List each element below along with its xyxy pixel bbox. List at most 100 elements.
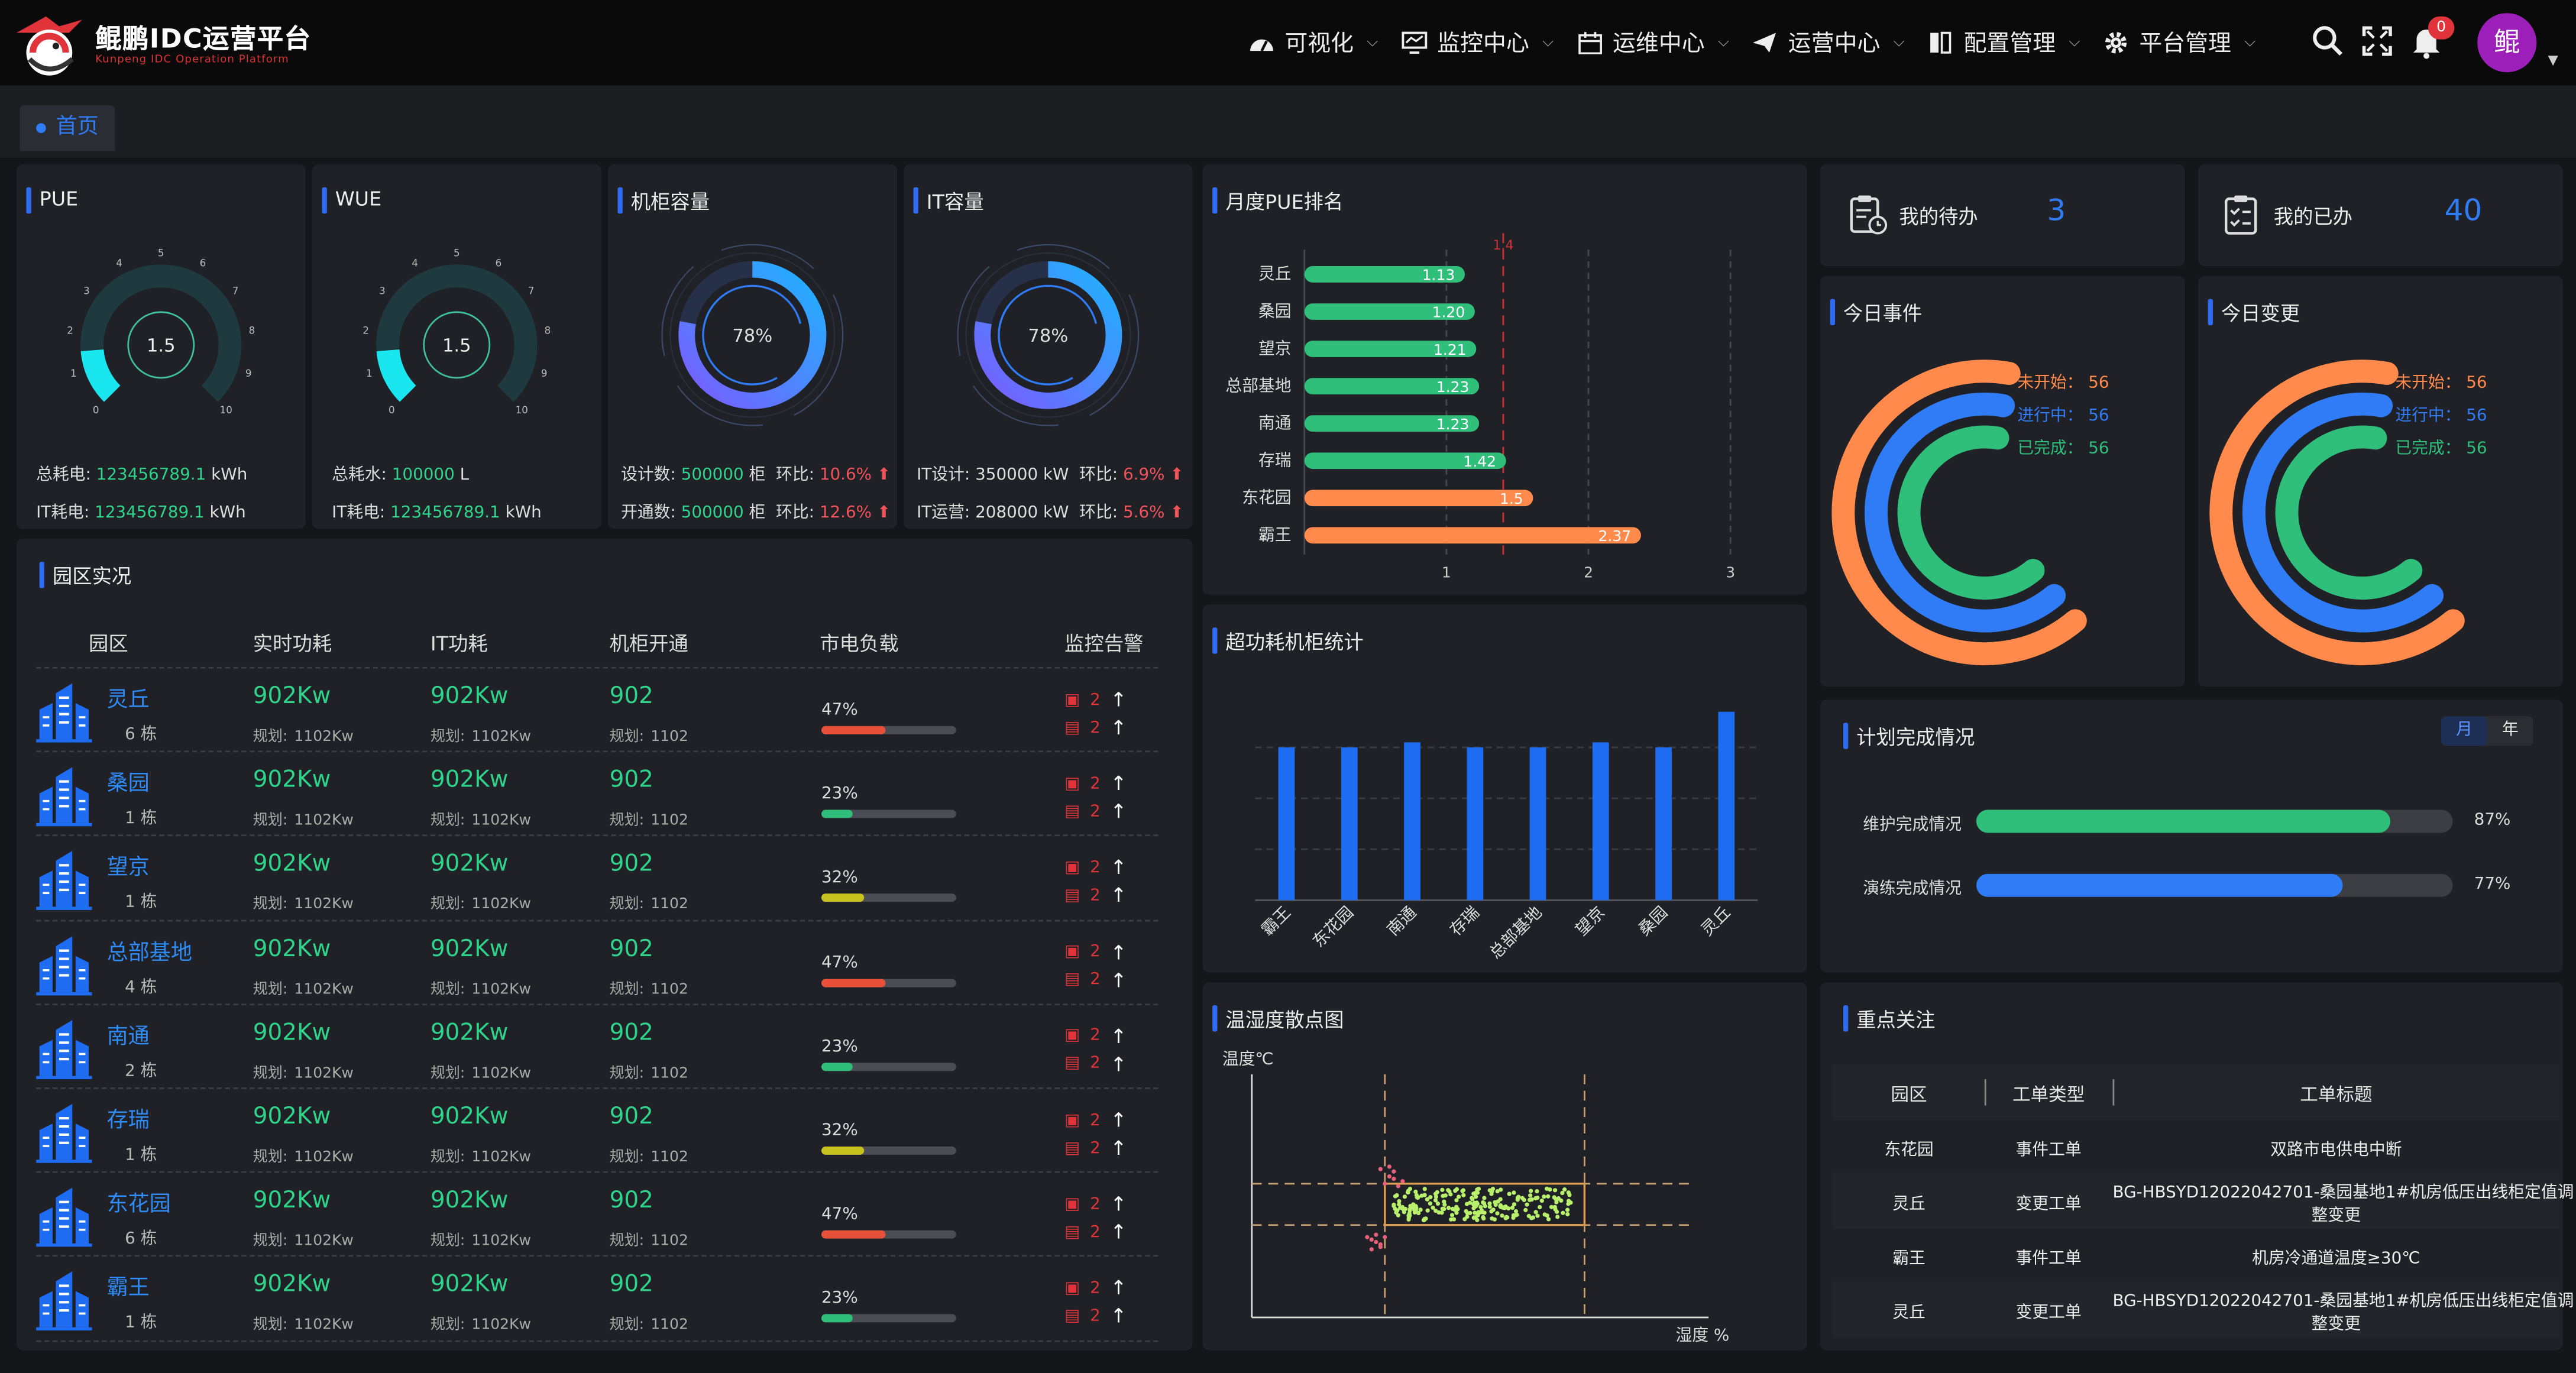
- alarm-row: ▤ 2 ↑: [1064, 1221, 1127, 1244]
- scatter-point: [1397, 1199, 1402, 1204]
- cab-ring-fill: [678, 261, 827, 409]
- nav-visualization[interactable]: 可视化 ⌵: [1248, 26, 1378, 59]
- up-arrow-icon: ↑: [1110, 716, 1127, 740]
- alarm-count: 2: [1090, 1027, 1101, 1045]
- scatter-point: [1567, 1193, 1572, 1197]
- wue-title: WUE: [322, 187, 382, 214]
- scatter-point: [1554, 1200, 1559, 1204]
- scatter-point: [1415, 1195, 1420, 1200]
- up-arrow-icon: ↑: [1110, 772, 1127, 796]
- focus-title-line1: 双路市电供电中断: [2270, 1141, 2402, 1160]
- changes-legend-item: 进行中： 56: [2395, 405, 2487, 425]
- scatter-point: [1529, 1189, 1533, 1193]
- plan-label: 规划:: [430, 1066, 465, 1083]
- plan-progress-fill: [1976, 873, 2344, 897]
- plan-value: 1102Kw: [294, 982, 354, 998]
- scatter-point: [1560, 1190, 1565, 1196]
- park-building-count: 1 栋: [125, 810, 157, 828]
- park-name[interactable]: 总部基地: [106, 940, 193, 966]
- wue-panel: WUE 1.5 0 1 2 3 4 5 6 7 8 9 10 总耗水: 100000 L IT耗电: …: [312, 164, 601, 529]
- plan-progress-bar: [1976, 873, 2453, 897]
- caret-down-icon[interactable]: ▼: [2548, 52, 2558, 67]
- scatter-point: [1418, 1207, 1423, 1212]
- nav-label: 运维中心: [1613, 31, 1705, 58]
- search-icon[interactable]: [2310, 23, 2346, 59]
- avatar[interactable]: 鲲: [2477, 13, 2537, 73]
- scatter-point: [1556, 1196, 1561, 1201]
- park-name[interactable]: 南通: [106, 1024, 150, 1050]
- done-panel[interactable]: 我的已办 40: [2198, 164, 2563, 267]
- scatter-point: [1431, 1205, 1435, 1210]
- calendar-icon: [1578, 32, 1602, 54]
- scatter-point: [1433, 1209, 1438, 1213]
- scatter-point: [1546, 1194, 1551, 1199]
- scatter-point: [1449, 1213, 1455, 1217]
- it-power: 902Kw: [430, 851, 509, 878]
- cabinet-open-plan: 规划: 1102: [610, 1145, 688, 1167]
- park-name[interactable]: 桑园: [106, 772, 150, 797]
- park-name[interactable]: 霸王: [106, 1277, 150, 1302]
- label: IT耗电:: [332, 504, 386, 523]
- nav-operation-center[interactable]: 运营中心 ⌵: [1752, 26, 1905, 59]
- period-month-option[interactable]: 月: [2441, 716, 2487, 746]
- rank-category-label: 总部基地: [1225, 375, 1291, 395]
- park-name[interactable]: 灵丘: [106, 688, 150, 713]
- park-name[interactable]: 望京: [106, 856, 150, 882]
- plan-value: 1102Kw: [294, 729, 354, 746]
- focus-row[interactable]: 灵丘 变更工单 BG-HBSYD12022042701-桑园基地1#机房低压出线柜定…: [1833, 1173, 2574, 1229]
- scatter-point: [1451, 1217, 1457, 1222]
- it-power-plan: 规划: 1102Kw: [431, 808, 531, 830]
- alarm-count: 2: [1090, 859, 1101, 877]
- focus-row[interactable]: 霸王 事件工单 机房冷通道温度≥30℃: [1833, 1229, 2559, 1281]
- notification-badge: 0: [2428, 16, 2455, 40]
- plan-value: 1102Kw: [294, 1318, 354, 1335]
- nav-config-management[interactable]: 配置管理 ⌵: [1927, 26, 2080, 59]
- rank-bar: [1304, 266, 1465, 283]
- park-name[interactable]: 东花园: [106, 1193, 171, 1218]
- load-bar: [821, 1314, 956, 1323]
- tab-home-label: 首页: [56, 115, 99, 140]
- wue-gauge-fill: [376, 349, 416, 402]
- realtime-power: 902Kw: [253, 1188, 331, 1215]
- alarm-row: ▣ 2 ↑: [1064, 856, 1127, 879]
- pue-gauge-tick: 8: [249, 325, 255, 336]
- park-name[interactable]: 存瑞: [106, 1109, 150, 1134]
- nav-monitor-center[interactable]: 监控中心 ⌵: [1401, 26, 1554, 59]
- pue-panel: PUE 1.5 0 1 2 3 4 5 6 7 8 9 10 总耗电: 123456789.1 kWh…: [16, 164, 306, 529]
- itcap-title: IT容量: [913, 187, 984, 215]
- focus-row[interactable]: 灵丘 变更工单 BG-HBSYD12022042701-桑园基地1#机房低压出线柜定…: [1833, 1281, 2574, 1338]
- ratio: 12.6%: [819, 504, 872, 523]
- itcap-ops-row: IT运营: 208000 kW 环比: 5.6% ⬆: [917, 498, 1184, 523]
- today-events-panel: 今日事件 未开始： 56 进行中： 56 已完成： 56: [1820, 276, 2185, 687]
- focus-row[interactable]: 东花园 事件工单 双路市电供电中断: [1833, 1121, 2559, 1173]
- ratio-label: 环比:: [1079, 504, 1118, 523]
- header-divider: [1984, 1079, 1986, 1106]
- tab-home[interactable]: 首页: [20, 105, 115, 151]
- alarm-row: ▤ 2 ↑: [1064, 1136, 1127, 1160]
- scatter-point: [1542, 1212, 1547, 1217]
- cab-outer-ring-2: [669, 252, 836, 418]
- plan-item-label: 演练完成情况: [1863, 880, 1962, 899]
- ratio: 6.9%: [1122, 466, 1165, 485]
- scatter-point: [1552, 1188, 1558, 1193]
- scatter-point: [1528, 1193, 1533, 1198]
- scatter-point: [1454, 1198, 1459, 1203]
- overpower-title: 超功耗机柜统计: [1212, 627, 1364, 655]
- plan-label: 规划:: [430, 982, 465, 998]
- today-changes-title: 今日变更: [2208, 299, 2300, 327]
- scatter-outlier-point: [1383, 1235, 1387, 1239]
- logo[interactable]: 鲲鹏IDC运营平台 Kunpeng IDC Operation Platform: [10, 7, 310, 79]
- park-building-count: 6 栋: [125, 726, 157, 744]
- fullscreen-icon[interactable]: [2359, 23, 2395, 59]
- period-year-option[interactable]: 年: [2501, 721, 2519, 740]
- plan-label: 规划:: [430, 1149, 465, 1167]
- ratio: 5.6%: [1122, 504, 1165, 523]
- nav-ops-center[interactable]: 运维中心 ⌵: [1577, 26, 1729, 59]
- pue-ranking-chart: 1.4 灵丘 1.13 桑园 1.20 望京 1.21 总部基地 1.23 南通 1.23 存瑞 1.4…: [1225, 233, 1735, 581]
- park-building-count: 2 栋: [125, 1062, 157, 1081]
- nav-platform-management[interactable]: 平台管理 ⌵: [2103, 26, 2255, 59]
- unit: kWh: [505, 504, 542, 523]
- rank-threshold-label: 1.4: [1493, 238, 1513, 253]
- todo-panel[interactable]: 我的待办 3: [1820, 164, 2185, 267]
- plan-value: 1102Kw: [471, 729, 531, 746]
